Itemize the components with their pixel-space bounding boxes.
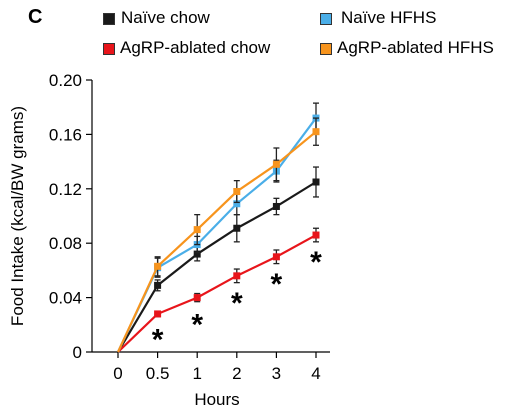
legend-label-agrp-hfhs: AgRP-ablated HFHS: [337, 38, 494, 57]
data-point: [193, 226, 201, 234]
x-tick-label: 1: [192, 364, 201, 383]
significance-marker: *: [231, 287, 243, 320]
data-point: [312, 128, 320, 136]
significance-marker: *: [271, 268, 283, 301]
y-tick-label: 0.08: [49, 234, 82, 253]
x-tick-label: 4: [311, 364, 320, 383]
legend-swatch-agrp-chow: [103, 43, 115, 55]
data-point: [154, 281, 162, 289]
series-line-2: [117, 117, 317, 353]
y-tick-label: 0.12: [49, 180, 82, 199]
x-axis-title: Hours: [194, 390, 239, 409]
series-line-1: [117, 234, 317, 353]
legend-label-naive-hfhs: Naïve HFHS: [341, 8, 437, 27]
y-tick-label: 0.04: [49, 289, 82, 308]
x-tick-label: 0.5: [146, 364, 170, 383]
data-point: [233, 200, 241, 208]
y-axis-title: Food Intake (kcal/BW grams): [8, 106, 27, 326]
x-tick-label: 0: [113, 364, 122, 383]
data-point: [272, 160, 280, 168]
data-point: [233, 224, 241, 232]
legend-swatch-naive-hfhs: [320, 13, 332, 25]
legend-swatch-naive-chow: [103, 13, 115, 25]
data-point: [312, 178, 320, 186]
significance-marker: *: [152, 324, 164, 357]
y-tick-label: 0.20: [49, 71, 82, 90]
series-line-3: [117, 130, 317, 353]
y-tick-label: 0: [73, 343, 82, 362]
data-point: [272, 253, 280, 261]
series-line-0: [117, 181, 317, 353]
data-point: [312, 231, 320, 239]
data-point: [233, 272, 241, 280]
data-point: [193, 250, 201, 258]
data-point: [272, 202, 280, 210]
panel-label: C: [28, 6, 43, 28]
significance-marker: *: [310, 246, 322, 279]
legend-label-agrp-chow: AgRP-ablated chow: [120, 38, 271, 57]
y-tick-label: 0.16: [49, 125, 82, 144]
legend-label-naive-chow: Naïve chow: [121, 8, 210, 27]
data-point: [233, 188, 241, 196]
data-point: [193, 294, 201, 302]
x-tick-label: 2: [232, 364, 241, 383]
data-point: [154, 310, 162, 318]
x-tick-label: 3: [272, 364, 281, 383]
legend-swatch-agrp-hfhs: [320, 43, 332, 55]
significance-marker: *: [191, 309, 203, 342]
data-point: [154, 262, 162, 270]
